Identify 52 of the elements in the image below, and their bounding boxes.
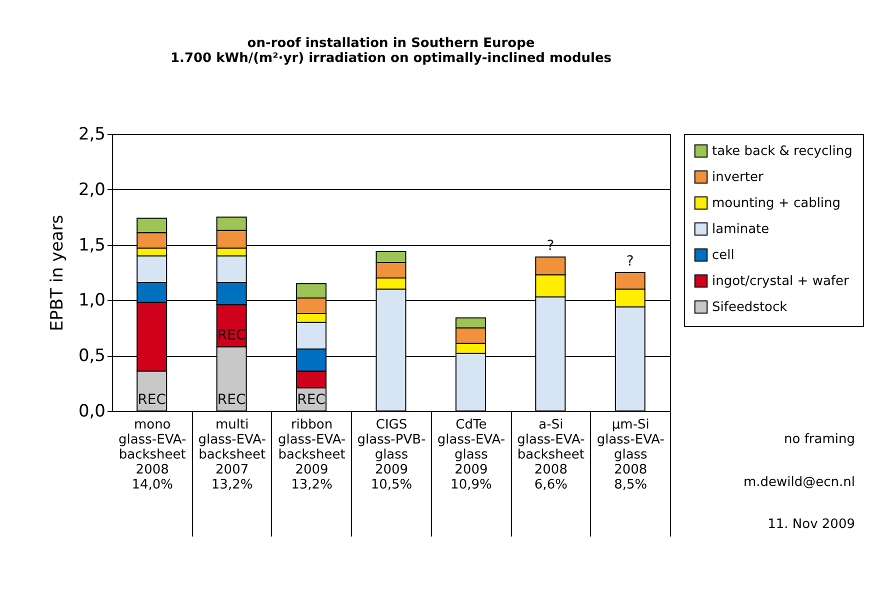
text: glass-PVB-glass xyxy=(357,432,426,462)
text: 6,6% xyxy=(534,478,568,492)
text: 11. Nov 2009 xyxy=(766,517,855,532)
annotation: REC xyxy=(217,392,246,408)
text: 2009 xyxy=(295,462,328,478)
text: glass-EVA-backsheet xyxy=(198,432,266,462)
text: 13,2% xyxy=(291,478,332,492)
text: glass-EVA-backsheet xyxy=(278,432,346,462)
text: 14,0% xyxy=(132,478,174,492)
legend-label: take back & recycling xyxy=(712,144,852,159)
text: 2008 xyxy=(534,462,568,478)
text: 2008 xyxy=(614,462,648,478)
y-axis-title: EPBT in years xyxy=(47,214,68,332)
y-tick-label: 2,0 xyxy=(78,180,106,200)
y-tick-label: 1,0 xyxy=(78,290,106,311)
text: no framing xyxy=(783,432,855,447)
annotation: REC xyxy=(297,392,326,408)
text: 10,9% xyxy=(450,478,492,492)
x-tick-label: µm-Si xyxy=(612,418,650,432)
text: glass-EVA-backsheet xyxy=(118,432,186,462)
text: 2009 xyxy=(374,462,408,478)
x-tick-label: CdTe xyxy=(456,418,487,432)
legend-label: ingot/crystal + wafer xyxy=(712,274,850,289)
x-tick-label: a-Si xyxy=(538,418,564,432)
annotation: REC xyxy=(217,328,246,344)
text: 8,5% xyxy=(614,478,648,492)
legend-label: laminate xyxy=(712,222,770,237)
text: m.dewild@ecn.nl xyxy=(742,474,855,490)
legend-label: inverter xyxy=(712,170,764,185)
x-tick-label: CIGS xyxy=(376,418,408,432)
legend-label: mounting + cabling xyxy=(712,196,841,211)
annotation: ? xyxy=(626,254,634,270)
x-tick-label: ribbon xyxy=(290,418,333,432)
y-tick-label: 1,5 xyxy=(78,235,106,256)
legend-label: Sifeedstock xyxy=(712,300,788,315)
x-tick-label: multi xyxy=(215,418,249,432)
text: 2008 xyxy=(136,462,169,478)
annotation: REC xyxy=(138,392,166,408)
text: 10,5% xyxy=(370,478,412,492)
y-tick-label: 0,5 xyxy=(78,346,106,366)
text: 13,2% xyxy=(211,478,253,492)
x-tick-label: mono xyxy=(134,418,171,432)
text: glass-EVA-glass xyxy=(437,432,506,462)
text: 2007 xyxy=(216,462,249,478)
chart-subtitle: 1.700 kWh/(m²·yr) irradiation on optimally-inclined modules xyxy=(170,51,612,66)
legend-label: cell xyxy=(712,248,734,263)
text: glass-EVA-backsheet xyxy=(517,432,586,462)
y-tick-label: 0,0 xyxy=(78,402,106,422)
text: 2009 xyxy=(454,462,488,478)
text: glass-EVA-glass xyxy=(596,432,665,462)
chart-title: on-roof installation in Southern Europe xyxy=(247,36,535,51)
y-tick-label: 2,5 xyxy=(78,124,106,144)
